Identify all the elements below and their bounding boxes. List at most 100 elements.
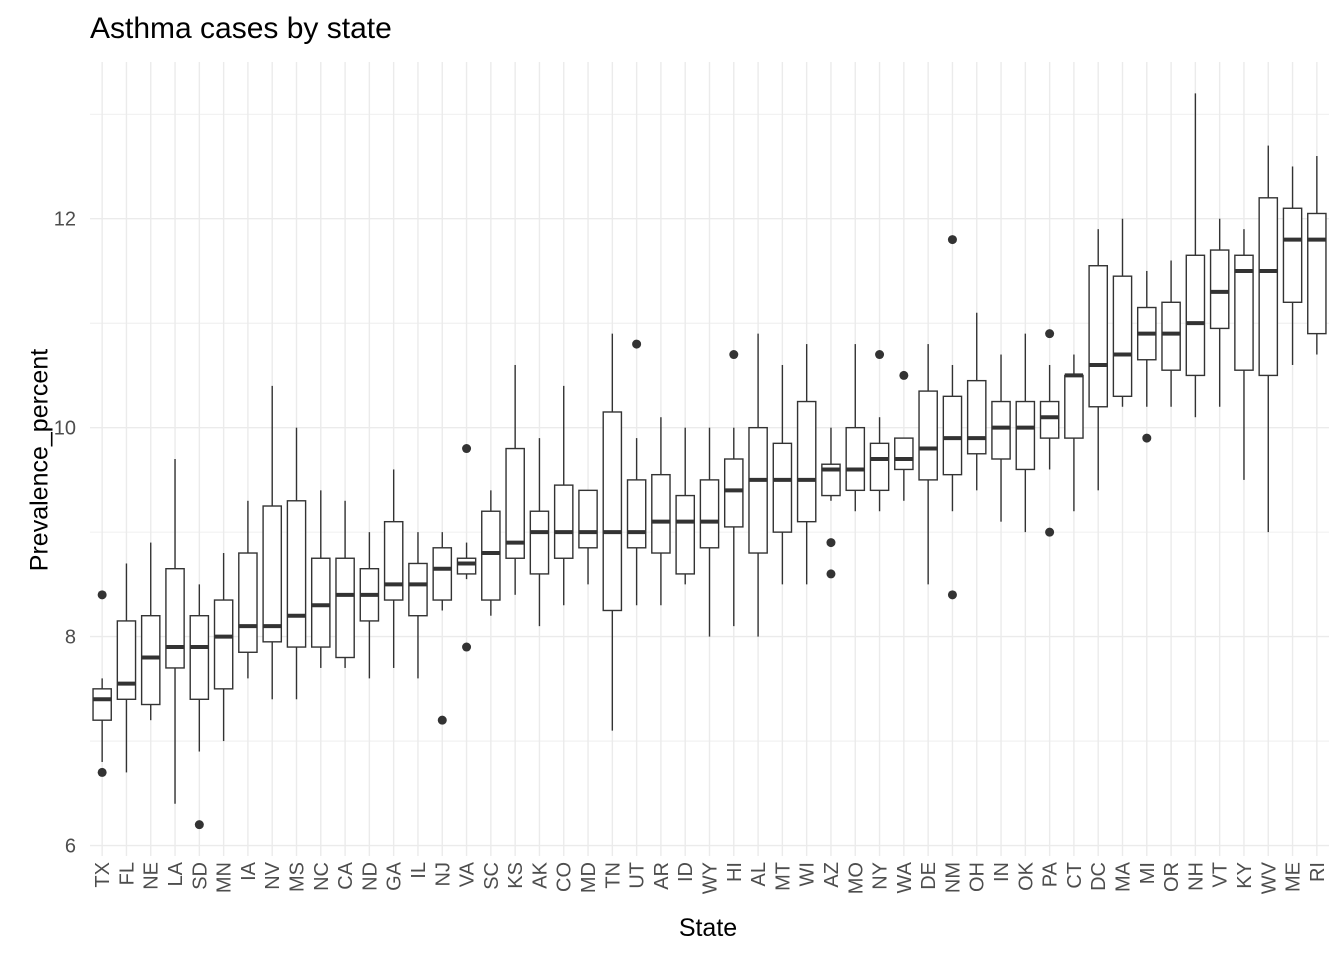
box-tx [92, 590, 112, 777]
box-ok [1015, 333, 1036, 533]
box-iqr [1282, 207, 1303, 303]
outlier-point [899, 370, 909, 380]
box-or [1161, 260, 1181, 407]
box-ma [1112, 218, 1133, 407]
x-tick-label: CT [1064, 862, 1086, 889]
box-nh [1185, 93, 1206, 418]
outlier-point [729, 350, 739, 360]
box-vt [1209, 218, 1230, 407]
box-iqr [1161, 301, 1181, 371]
box-wy [699, 427, 720, 637]
box-iqr [748, 426, 768, 554]
x-tick-label: CA [335, 861, 357, 889]
box-pa [1039, 329, 1060, 537]
x-tick-label: LA [165, 861, 187, 886]
box-iqr [869, 442, 890, 492]
x-tick-label: ND [359, 862, 381, 891]
box-iqr [553, 484, 574, 559]
x-tick-label: MS [287, 862, 309, 892]
box-ks [505, 364, 525, 595]
y-tick-label: 12 [54, 209, 76, 231]
box-fl [116, 563, 137, 773]
outlier-point [194, 820, 204, 830]
box-iqr [1234, 254, 1254, 371]
box-iqr [845, 426, 866, 492]
box-de [918, 344, 938, 585]
box-me [1282, 166, 1303, 365]
box-nc [310, 490, 331, 668]
box-iqr [92, 688, 112, 721]
box-iqr [529, 510, 550, 575]
x-tick-label: UT [627, 862, 649, 889]
box-iqr [1307, 212, 1327, 335]
x-tick-label: KS [505, 862, 527, 889]
outlier-point [947, 590, 957, 600]
box-iqr [991, 400, 1011, 460]
x-tick-label: OK [1015, 861, 1037, 891]
box-co [553, 385, 574, 606]
x-tick-label: KY [1234, 862, 1256, 889]
x-tick-label: WV [1258, 861, 1280, 894]
x-tick-label: NC [311, 862, 333, 891]
box-mi [1136, 270, 1157, 443]
outlier-point [1142, 433, 1152, 443]
outlier-point [97, 767, 107, 777]
outlier-point [1045, 527, 1055, 537]
box-ga [383, 469, 404, 668]
x-tick-label: NM [942, 862, 964, 893]
box-nd [359, 532, 380, 679]
box-iqr [1112, 275, 1133, 398]
x-tick-label: MT [772, 862, 794, 891]
box-va [456, 444, 477, 652]
box-iqr [626, 479, 647, 549]
box-ak [529, 438, 550, 627]
box-iqr [723, 458, 744, 528]
box-iqr [1209, 249, 1230, 330]
box-iqr [165, 567, 185, 669]
box-ms [286, 427, 307, 700]
box-iqr [966, 379, 987, 455]
y-tick-label: 8 [65, 627, 76, 649]
x-tick-label: MO [845, 862, 867, 894]
box-iqr [140, 615, 161, 706]
x-tick-label: GA [384, 861, 406, 891]
y-tick-label: 10 [54, 418, 76, 440]
box-il [408, 532, 428, 679]
box-iqr [456, 557, 477, 575]
x-tick-label: DE [918, 862, 940, 890]
box-iqr [651, 473, 671, 554]
x-tick-label: FL [116, 862, 138, 885]
outlier-point [826, 538, 836, 548]
box-nm [942, 235, 963, 600]
x-tick-label: NY [870, 862, 892, 890]
outlier-point [875, 350, 885, 360]
box-iqr [310, 557, 331, 648]
box-iqr [408, 562, 428, 617]
box-ct [1064, 354, 1084, 512]
box-iqr [1064, 374, 1084, 439]
box-ca [335, 500, 355, 668]
box-id [675, 427, 696, 585]
box-az [821, 427, 841, 579]
box-wa [894, 370, 914, 501]
y-tick-label: 6 [65, 836, 76, 858]
x-tick-label: VA [457, 861, 479, 887]
x-tick-label: WI [797, 862, 819, 886]
box-iqr [189, 615, 210, 700]
x-tick-label: CO [554, 862, 576, 892]
x-tick-label: ID [675, 862, 697, 882]
x-tick-label: VT [1210, 862, 1232, 888]
box-iqr [942, 395, 963, 476]
box-iqr [286, 500, 307, 648]
box-iqr [1185, 254, 1206, 377]
x-tick-label: WY [700, 862, 722, 894]
box-iqr [213, 599, 234, 690]
x-tick-label: MN [214, 862, 236, 893]
outlier-point [97, 590, 107, 600]
box-al [748, 333, 768, 637]
box-iqr [432, 547, 453, 601]
box-iqr [699, 479, 720, 549]
outlier-point [632, 339, 642, 349]
x-tick-label: TX [92, 862, 114, 888]
